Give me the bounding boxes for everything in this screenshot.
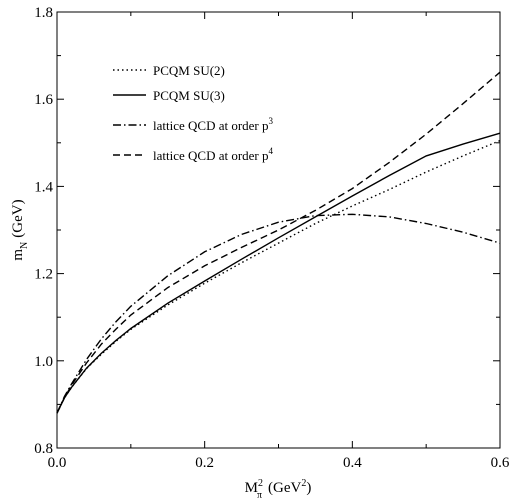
y-tick-label: 0.8 [34, 441, 53, 457]
y-axis-label: mN(GeV) [10, 199, 30, 260]
y-tick-label: 1.8 [34, 5, 53, 21]
legend-label-1: PCQM SU(2) [153, 63, 225, 78]
series-lines [56, 71, 501, 414]
x-tick-label: 0.6 [491, 455, 510, 471]
x-tick-label: 0.2 [195, 455, 214, 471]
axis-ticks: 0.0 0.2 0.4 0.6 0.8 1.0 1.2 1.4 1.6 1.8 [34, 5, 510, 471]
plot-frame [56, 11, 501, 449]
series-line-1 [56, 139, 501, 414]
legend-label-2: PCQM SU(3) [153, 88, 225, 103]
y-tick-label: 1.6 [34, 92, 53, 108]
x-tick-label: 0.0 [48, 455, 67, 471]
legend-label-3: lattice QCD at order p3 [153, 116, 274, 133]
y-tick-label: 1.2 [34, 267, 53, 283]
y-tick-label: 1.4 [34, 179, 53, 195]
series-line-2 [56, 132, 501, 414]
y-tick-label: 1.0 [34, 354, 53, 370]
x-axis-label: M2 π (GeV2) [245, 478, 312, 501]
series-line-3 [56, 213, 501, 414]
x-tick-label: 0.4 [343, 455, 362, 471]
legend: PCQM SU(2) PCQM SU(3) lattice QCD at order… [113, 63, 274, 163]
legend-label-4: lattice QCD at order p4 [153, 146, 274, 163]
series-line-4 [56, 71, 501, 414]
